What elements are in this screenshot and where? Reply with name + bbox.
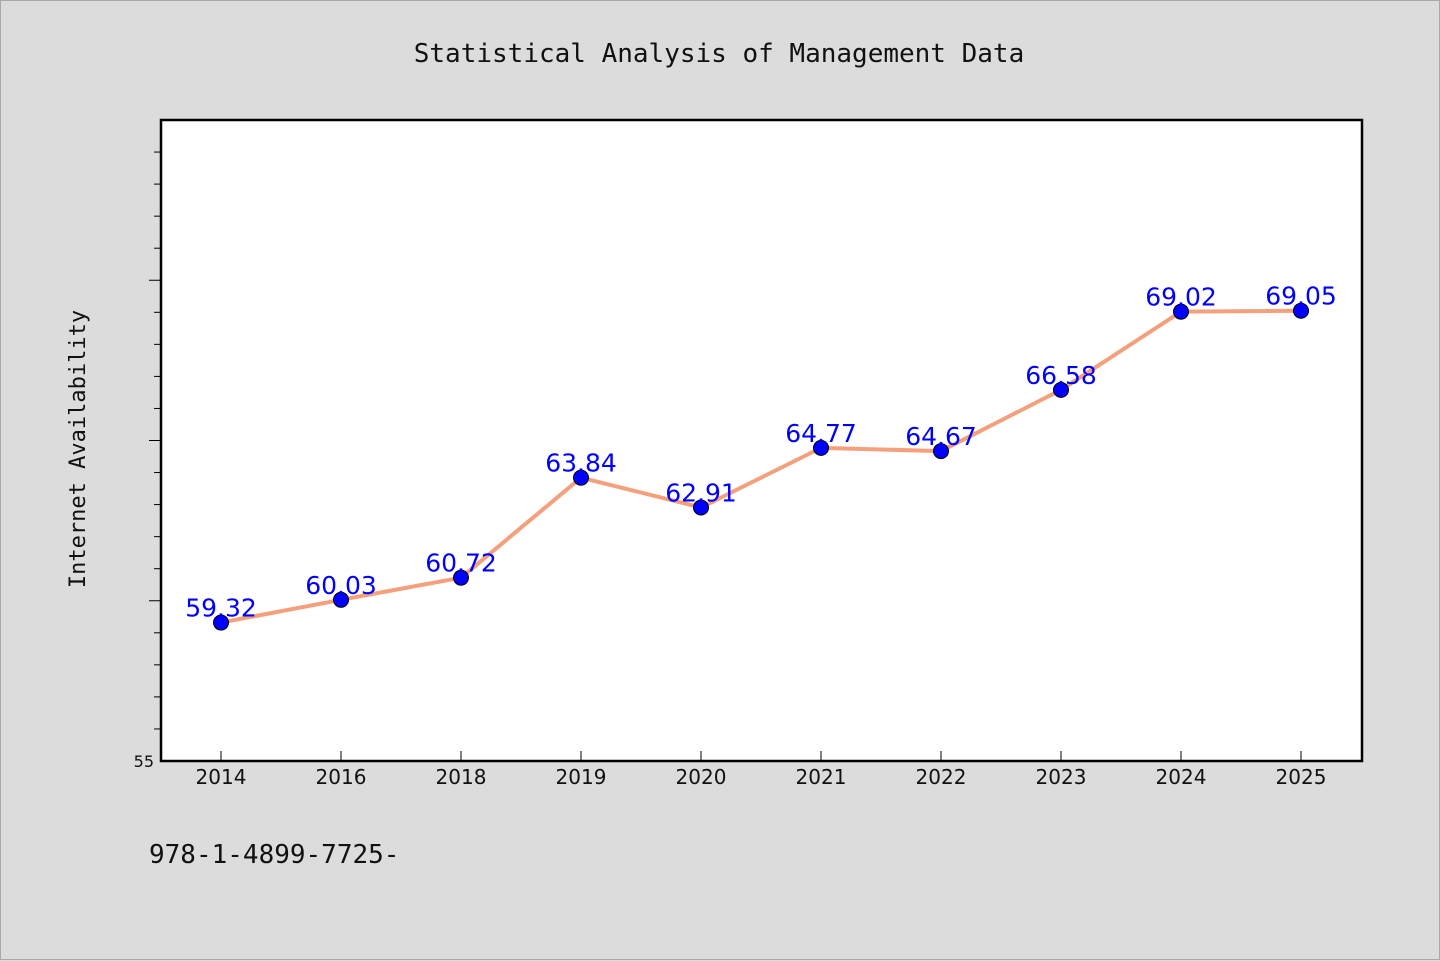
data-label: 64.67 <box>905 422 977 451</box>
data-point <box>333 591 349 608</box>
data-point <box>573 469 589 486</box>
x-tick-label: 2020 <box>676 765 727 789</box>
series-line <box>220 308 1302 625</box>
plot-area <box>161 120 1362 761</box>
data-labels-layer: 59.32 60.03 60.72 63.84 62.91 64.77 64.67 66.58… <box>185 282 1337 623</box>
data-label: 60.72 <box>425 549 497 578</box>
x-tick-label: 2018 <box>436 765 487 789</box>
data-point <box>1293 302 1309 319</box>
chart-title: Statistical Analysis of Management Data <box>414 39 1024 69</box>
x-tick-label: 2021 <box>796 765 847 789</box>
data-label: 62.91 <box>665 478 737 507</box>
x-tick-label: 2025 <box>1276 765 1327 789</box>
y-tick-label: 55 <box>134 752 154 771</box>
y-axis-label: Internet Availability <box>66 310 91 588</box>
x-tick-label: 2019 <box>556 765 607 789</box>
x-tick-label: 2014 <box>196 765 247 789</box>
data-label: 69.02 <box>1145 283 1217 312</box>
data-label: 63.84 <box>545 449 617 478</box>
x-tick-label: 2024 <box>1156 765 1207 789</box>
data-point <box>693 499 709 516</box>
data-label: 59.32 <box>185 594 257 623</box>
data-point <box>1173 303 1189 320</box>
data-label: 69.05 <box>1265 282 1337 311</box>
series-layer <box>213 302 1309 631</box>
data-point <box>813 439 829 456</box>
data-point <box>1053 381 1069 398</box>
data-label: 60.03 <box>305 571 377 600</box>
footer-isbn: 978-1-4899-7725- <box>149 840 399 870</box>
x-tick-label: 2016 <box>316 765 367 789</box>
plot-border <box>159 118 1364 763</box>
x-tick-label: 2022 <box>916 765 967 789</box>
data-label: 64.77 <box>785 419 857 448</box>
x-tick-label: 2023 <box>1036 765 1087 789</box>
data-point <box>933 443 949 460</box>
data-point <box>213 614 229 631</box>
data-label: 66.58 <box>1025 361 1097 390</box>
axis-ticks: 55 2014 2016 2018 2019 2020 2021 2022 2023 2024 20… <box>134 151 1327 789</box>
data-point <box>453 569 469 586</box>
